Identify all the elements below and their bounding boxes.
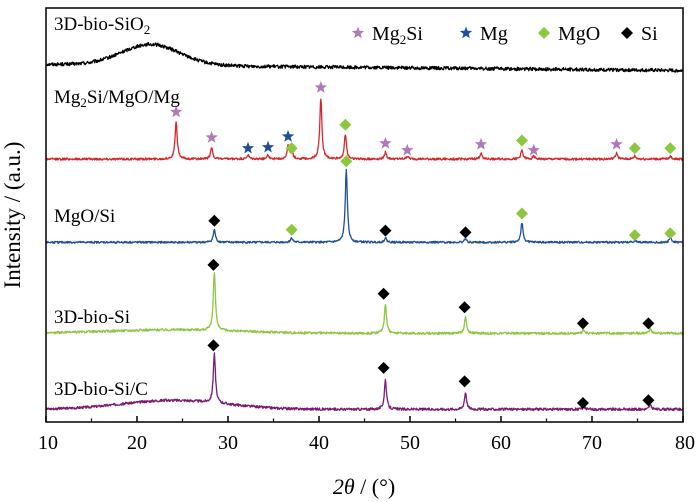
marker-mg2si-s2-9 bbox=[379, 136, 392, 149]
legend-marker-1 bbox=[351, 26, 365, 39]
marker-mg-s2-5 bbox=[281, 130, 295, 142]
marker-mgo-s2-16 bbox=[664, 142, 677, 155]
marker-mg-s2-4 bbox=[261, 140, 275, 153]
marker-mg2si-s2-14 bbox=[610, 137, 623, 150]
x-tick-label-40: 40 bbox=[309, 432, 329, 454]
series-line-3 bbox=[45, 168, 684, 244]
series-line-2 bbox=[45, 98, 684, 161]
marker-mg-s2-3 bbox=[241, 141, 255, 154]
marker-si-s3-1 bbox=[208, 214, 221, 227]
x-tick-label-50: 50 bbox=[400, 432, 420, 454]
marker-mg2si-s2-13 bbox=[527, 143, 540, 156]
legend-marker-2 bbox=[459, 26, 473, 39]
traces bbox=[45, 41, 684, 412]
marker-mgo-s2-6 bbox=[285, 142, 298, 155]
marker-si-s4-5 bbox=[642, 317, 655, 330]
marker-si-s5-4 bbox=[576, 397, 589, 409]
series-label-2: Mg2Si/MgO/Mg bbox=[54, 87, 180, 110]
legend-label-1: Mg2Si bbox=[372, 23, 423, 47]
marker-si-s4-1 bbox=[207, 258, 220, 271]
x-tick-label-30: 30 bbox=[218, 432, 238, 454]
legend-label-4: Si bbox=[641, 23, 658, 45]
marker-si-s3-5 bbox=[459, 226, 472, 239]
marker-mg2si-s2-1 bbox=[169, 105, 183, 118]
legend-label-tail: Si bbox=[406, 23, 423, 45]
marker-mgo-s3-8 bbox=[664, 227, 677, 240]
marker-si-s4-2 bbox=[377, 287, 390, 300]
legend-label-3: MgO bbox=[558, 23, 600, 45]
x-tick-label-80: 80 bbox=[675, 432, 695, 454]
marker-mgo-s2-8 bbox=[339, 118, 352, 131]
series-label-main: Mg bbox=[54, 87, 81, 108]
marker-mg2si-s2-10 bbox=[401, 143, 414, 156]
legend: Mg2Si Mg MgO Si bbox=[351, 23, 658, 47]
series-label-sub: 2 bbox=[80, 95, 87, 110]
marker-si-s5-1 bbox=[207, 339, 220, 352]
marker-si-s5-5 bbox=[642, 394, 655, 407]
legend-label-main: Mg bbox=[372, 23, 400, 45]
legend-label-main: MgO bbox=[558, 23, 600, 45]
marker-mgo-s3-7 bbox=[628, 229, 641, 242]
marker-mgo-s3-2 bbox=[285, 223, 298, 236]
y-axis-label: Intensity / (a.u.) bbox=[0, 142, 25, 289]
series-label-main: 3D-bio-Si bbox=[54, 307, 130, 328]
series-line-5 bbox=[45, 352, 684, 412]
series-line-4 bbox=[45, 272, 684, 336]
series-label-4: 3D-bio-Si bbox=[54, 307, 130, 328]
x-tick-label-10: 10 bbox=[38, 432, 58, 454]
series-label-tail: Si/MgO/Mg bbox=[87, 87, 180, 108]
x-axis-label: 2θ / (°) bbox=[333, 474, 395, 499]
legend-label-2: Mg bbox=[480, 23, 508, 45]
series-label-sub: 2 bbox=[144, 22, 151, 37]
marker-mgo-s2-15 bbox=[628, 142, 641, 155]
legend-marker-4 bbox=[621, 27, 633, 39]
series-line-1 bbox=[45, 41, 684, 73]
marker-si-s5-3 bbox=[458, 375, 471, 388]
marker-si-s3-4 bbox=[379, 224, 392, 237]
series-label-main: 3D-bio-Si/C bbox=[54, 379, 148, 400]
series-label-main: MgO/Si bbox=[54, 206, 115, 227]
marker-mg2si-s2-11 bbox=[474, 137, 488, 150]
marker-si-s4-4 bbox=[576, 317, 589, 330]
x-tick-label-20: 20 bbox=[127, 432, 147, 454]
marker-mg2si-s2-7 bbox=[314, 81, 327, 93]
x-tick-label-60: 60 bbox=[491, 432, 511, 454]
marker-si-s5-2 bbox=[377, 361, 390, 374]
marker-mg2si-s2-2 bbox=[205, 131, 218, 143]
series-label-main: 3D-bio-SiO bbox=[54, 14, 144, 35]
x-tick-label-70: 70 bbox=[582, 432, 602, 454]
marker-si-s4-3 bbox=[458, 301, 471, 314]
series-label-1: 3D-bio-SiO2 bbox=[54, 14, 150, 37]
marker-mgo-s3-6 bbox=[515, 207, 528, 220]
series-labels: 3D-bio-SiO2Mg2Si/MgO/MgMgO/Si3D-bio-Si3D… bbox=[54, 14, 180, 400]
x-axis: 10 20 30 40 50 60 70 80 bbox=[38, 416, 695, 454]
phase-markers bbox=[169, 81, 677, 409]
marker-mgo-s2-12 bbox=[515, 134, 528, 147]
legend-marker-3 bbox=[538, 27, 550, 39]
series-label-5: 3D-bio-Si/C bbox=[54, 379, 148, 400]
legend-label-sub: 2 bbox=[400, 32, 407, 47]
legend-label-main: Mg bbox=[480, 23, 508, 45]
legend-label-main: Si bbox=[641, 23, 658, 45]
series-label-3: MgO/Si bbox=[54, 206, 115, 227]
marker-mgo-s3-3 bbox=[340, 155, 353, 168]
